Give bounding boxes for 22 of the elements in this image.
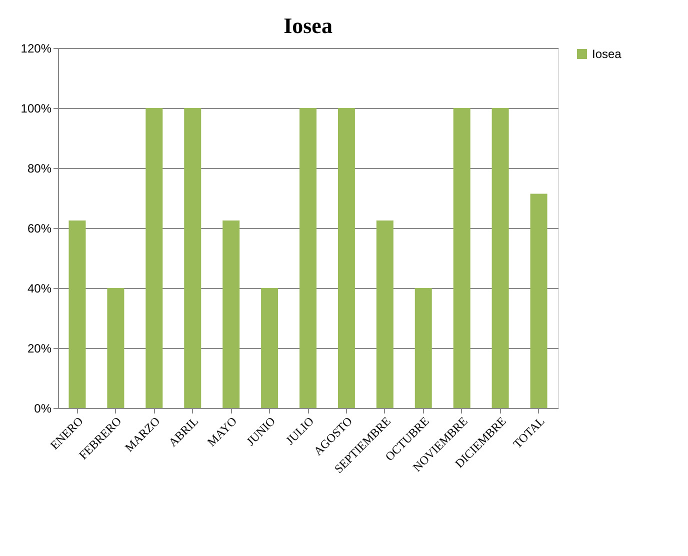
bar xyxy=(300,108,316,408)
bar xyxy=(68,220,86,408)
y-tick-label: 60% xyxy=(27,222,52,236)
y-tick-label: 0% xyxy=(34,402,52,416)
bar xyxy=(222,220,240,408)
bar xyxy=(146,108,163,408)
y-tick-label: 100% xyxy=(20,102,52,116)
bar xyxy=(261,288,278,408)
bar xyxy=(492,108,509,408)
bar xyxy=(453,108,470,408)
bar xyxy=(414,288,432,408)
bar xyxy=(184,108,202,408)
bar xyxy=(530,194,548,408)
y-tick-label: 20% xyxy=(27,342,52,356)
bar xyxy=(376,220,394,408)
legend-label: Iosea xyxy=(592,47,622,61)
y-tick-label: 40% xyxy=(27,282,52,296)
bar xyxy=(107,288,124,408)
y-tick-label: 80% xyxy=(27,162,52,176)
y-tick-label: 120% xyxy=(20,42,52,56)
bar xyxy=(338,108,355,408)
chart-title: Iosea xyxy=(284,13,332,38)
